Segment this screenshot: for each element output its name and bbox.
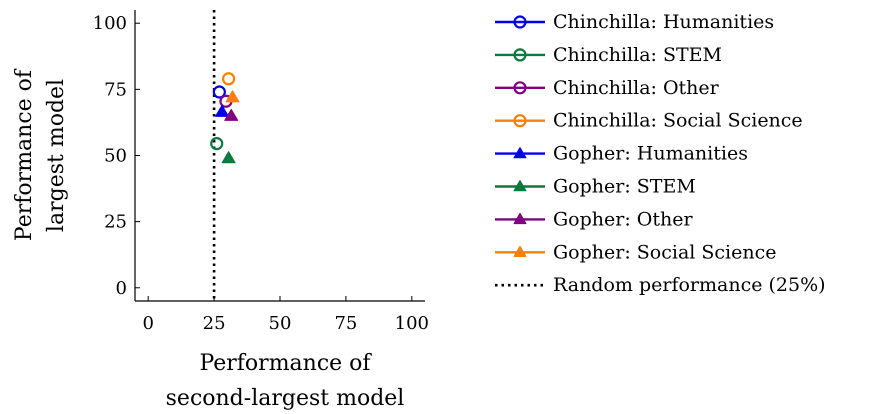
data-point-7 xyxy=(225,90,240,103)
legend-marker-0 xyxy=(513,15,527,29)
data-point-0 xyxy=(212,85,226,99)
x-axis-label-line-2: second-largest model xyxy=(166,386,405,411)
legend-label-4: Gopher: Humanities xyxy=(553,143,748,165)
y-axis-label-line-2: largest model xyxy=(44,79,69,232)
data-point-1 xyxy=(210,136,224,151)
legend-marker-3 xyxy=(513,114,527,128)
legend-marker-1 xyxy=(513,48,527,62)
x-axis-label-line-1: Performance of xyxy=(199,351,372,376)
legend-marker-5 xyxy=(513,180,527,192)
y-tick-label: 75 xyxy=(104,79,127,100)
data-point-6 xyxy=(224,108,239,121)
data-point-5 xyxy=(221,151,236,164)
y-tick-label: 100 xyxy=(93,13,127,34)
data-point-4 xyxy=(215,104,229,117)
x-tick-label: 25 xyxy=(203,313,226,334)
legend-marker-4 xyxy=(513,147,527,159)
x-tick-label: 75 xyxy=(334,313,357,334)
legend-label-7: Gopher: Social Science xyxy=(553,241,777,263)
legend-label-2: Chinchilla: Other xyxy=(553,77,720,99)
plot-area: 0 25 50 75 100 0 25 50 75 100 Performance of second… xyxy=(12,10,429,411)
x-tick-label: 0 xyxy=(142,313,153,334)
y-tick-label: 50 xyxy=(104,146,127,167)
legend-label-6: Gopher: Other xyxy=(553,208,693,230)
legend-label-5: Gopher: STEM xyxy=(553,176,696,198)
x-tick-label: 50 xyxy=(269,313,292,334)
y-tick-label: 0 xyxy=(116,278,127,299)
legend: Chinchilla: Humanities Chinchilla: STEM Ch… xyxy=(495,11,826,296)
legend-marker-6 xyxy=(513,212,527,225)
legend-label-3: Chinchilla: Social Science xyxy=(553,110,803,132)
x-tick-label: 100 xyxy=(395,313,429,334)
legend-label-1: Chinchilla: STEM xyxy=(553,44,722,66)
legend-marker-7 xyxy=(513,245,527,257)
legend-label-reference: Random performance (25%) xyxy=(553,274,826,296)
y-axis-label-line-1: Performance of xyxy=(12,68,37,241)
legend-marker-2 xyxy=(513,81,527,95)
legend-label-0: Chinchilla: Humanities xyxy=(553,11,774,33)
y-tick-label: 25 xyxy=(104,212,127,233)
data-point-3 xyxy=(221,72,236,86)
